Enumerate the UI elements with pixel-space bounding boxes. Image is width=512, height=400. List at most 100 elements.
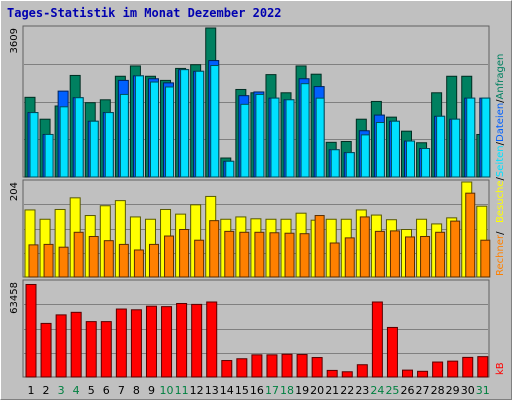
- seiten-bar: [255, 93, 265, 178]
- day-label: 21: [325, 384, 339, 397]
- rechner-bar: [179, 229, 190, 278]
- seiten-bar: [436, 115, 446, 178]
- kb-bar: [356, 364, 368, 378]
- kb-bar: [477, 356, 489, 378]
- seiten-bar: [466, 97, 476, 178]
- legend-rechner: Rechner: [495, 234, 506, 276]
- kb-bar: [191, 303, 203, 378]
- day-label: 14: [220, 384, 234, 397]
- kb-bar: [326, 369, 338, 378]
- rechner-bar: [148, 243, 159, 278]
- legend-slash: /: [495, 231, 506, 235]
- seiten-bar: [74, 97, 84, 178]
- legend-dateien: Dateien: [495, 103, 506, 142]
- rechner-bar: [374, 230, 385, 278]
- day-label: 7: [118, 384, 125, 397]
- rechner-bar: [344, 237, 355, 278]
- day-label: 31: [476, 384, 490, 397]
- day-label: 13: [205, 384, 219, 397]
- seiten-bar: [210, 65, 220, 178]
- seiten-bar: [300, 83, 310, 178]
- kb-bar: [25, 283, 37, 378]
- day-label: 9: [148, 384, 155, 397]
- y-max-label: 3609: [9, 28, 20, 53]
- kb-bar: [130, 309, 142, 378]
- kb-bar: [386, 326, 398, 378]
- rechner-bar: [405, 236, 415, 278]
- day-label: 25: [385, 384, 399, 397]
- day-label: 15: [235, 384, 249, 397]
- kb-bar: [221, 360, 233, 378]
- day-label: 28: [431, 384, 445, 397]
- seiten-bar: [165, 86, 175, 178]
- rechner-bar: [314, 215, 325, 278]
- seiten-bar: [134, 75, 144, 178]
- legend-slash: /: [495, 141, 506, 145]
- day-label: 5: [88, 384, 95, 397]
- rechner-bar: [450, 220, 461, 278]
- day-label: 4: [73, 384, 80, 397]
- seiten-bar: [315, 97, 325, 178]
- rechner-bar: [359, 216, 370, 278]
- day-label: 6: [103, 384, 110, 397]
- rechner-bar: [164, 235, 175, 278]
- kb-bar: [161, 306, 173, 378]
- legend-middle: Rechner/: [495, 231, 506, 276]
- seiten-bar: [360, 134, 370, 178]
- rechner-bar: [88, 235, 99, 278]
- legend-anfragen: Anfragen: [495, 54, 506, 100]
- kb-bar: [251, 354, 263, 378]
- rechner-bar: [299, 233, 310, 278]
- kb-bar: [115, 308, 127, 378]
- kb-bar: [371, 301, 383, 378]
- rechner-bar: [254, 231, 265, 278]
- seiten-bar: [451, 118, 461, 178]
- kb-bar: [281, 353, 293, 378]
- seiten-bar: [240, 103, 250, 178]
- legend-slash: /: [495, 99, 506, 103]
- rechner-bar: [103, 240, 114, 278]
- rechner-bar: [284, 232, 295, 278]
- rechner-bar: [480, 239, 491, 278]
- kb-bar: [311, 357, 323, 378]
- day-label: 16: [250, 384, 264, 397]
- kb-bar: [100, 321, 112, 378]
- rechner-bar: [329, 242, 340, 278]
- y-max-label: 204: [9, 182, 20, 201]
- kb-bar: [447, 360, 459, 378]
- day-label: 29: [446, 384, 460, 397]
- kb-bar: [296, 354, 308, 378]
- seiten-bar: [270, 97, 280, 178]
- kb-bar: [176, 302, 188, 378]
- seiten-bar: [481, 97, 491, 178]
- legend-seiten: Seiten: [495, 145, 506, 177]
- day-label: 3: [58, 384, 65, 397]
- day-label: 22: [340, 384, 354, 397]
- rechner-bar: [209, 220, 220, 278]
- seiten-bar: [180, 69, 190, 178]
- kb-bar: [40, 322, 52, 378]
- legend-top: Besuche/Seiten/Dateien/Anfragen: [495, 54, 506, 223]
- day-label: 27: [416, 384, 430, 397]
- seiten-bar: [89, 120, 99, 178]
- day-label: 17: [265, 384, 279, 397]
- day-label: 20: [310, 384, 324, 397]
- day-label: 2: [43, 384, 50, 397]
- day-label: 23: [355, 384, 369, 397]
- kb-bar: [85, 321, 97, 378]
- rechner-bar: [269, 232, 280, 278]
- kb-bar: [266, 354, 278, 378]
- rechner-bar: [43, 243, 54, 278]
- rechner-bar: [389, 230, 400, 278]
- seiten-bar: [225, 160, 235, 178]
- kb-bar: [417, 370, 429, 378]
- seiten-bar: [119, 93, 129, 178]
- seiten-bar: [195, 70, 205, 178]
- legend-bottom: kB: [495, 362, 506, 375]
- seiten-bar: [330, 149, 340, 178]
- rechner-bar: [118, 243, 129, 278]
- kb-bar: [432, 361, 444, 378]
- rechner-bar: [133, 249, 144, 278]
